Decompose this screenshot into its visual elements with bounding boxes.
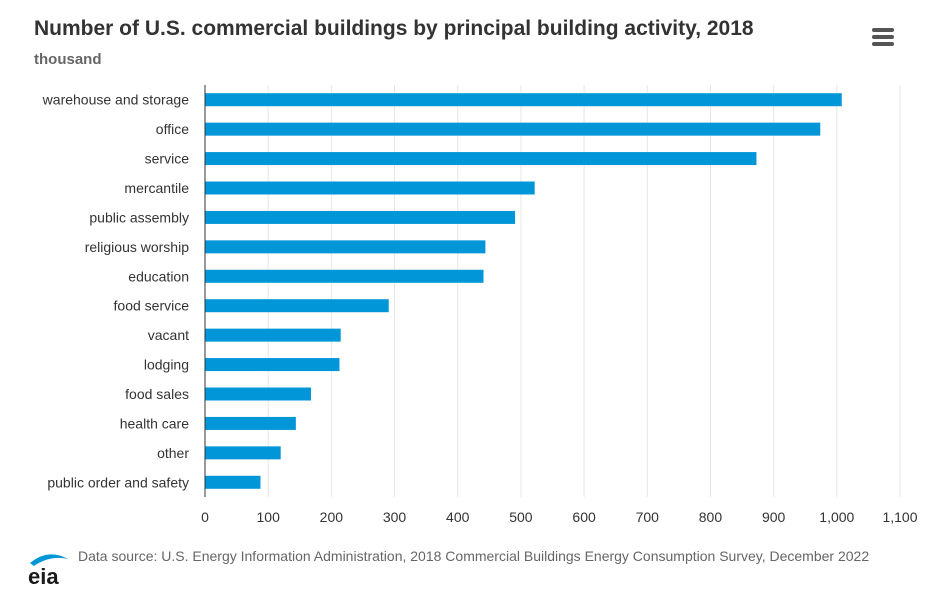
bar[interactable] xyxy=(205,299,389,313)
category-label: food service xyxy=(114,298,190,314)
bar[interactable] xyxy=(205,328,341,342)
bar[interactable] xyxy=(205,240,486,254)
chart-subtitle: thousand xyxy=(34,51,102,68)
x-tick-label: 800 xyxy=(699,509,723,525)
bar[interactable] xyxy=(205,387,312,401)
hamburger-menu-icon[interactable] xyxy=(870,26,896,46)
category-label: vacant xyxy=(148,327,189,343)
category-label: mercantile xyxy=(124,180,189,196)
x-tick-label: 100 xyxy=(257,509,281,525)
category-label: service xyxy=(145,151,190,167)
bar-chart: warehouse and storage office service mercan… xyxy=(42,85,918,525)
category-label: food sales xyxy=(125,386,189,402)
bar[interactable] xyxy=(205,269,484,283)
bar[interactable] xyxy=(205,210,516,224)
x-tick-label: 900 xyxy=(762,509,786,525)
category-label: office xyxy=(156,121,189,137)
category-label: public order and safety xyxy=(47,474,189,490)
category-label: public assembly xyxy=(89,209,189,225)
bar[interactable] xyxy=(205,475,261,489)
data-source-note: Data source: U.S. Energy Information Adm… xyxy=(78,548,870,564)
category-label: religious worship xyxy=(85,239,189,255)
category-label: lodging xyxy=(144,357,189,373)
logo-text: eia xyxy=(28,564,59,588)
category-label: warehouse and storage xyxy=(42,92,190,108)
category-label: education xyxy=(128,268,189,284)
x-tick-label: 700 xyxy=(636,509,660,525)
category-label: health care xyxy=(120,415,189,431)
bar[interactable] xyxy=(205,358,340,372)
bar[interactable] xyxy=(205,152,757,166)
bar[interactable] xyxy=(205,93,842,107)
bar[interactable] xyxy=(205,181,535,195)
x-tick-label: 600 xyxy=(572,509,596,525)
bar[interactable] xyxy=(205,446,281,460)
x-tick-label: 300 xyxy=(383,509,407,525)
x-tick-label: 200 xyxy=(320,509,344,525)
x-tick-label: 1,000 xyxy=(819,509,854,525)
x-tick-label: 0 xyxy=(201,509,209,525)
bar[interactable] xyxy=(205,416,296,430)
eia-logo[interactable]: eia xyxy=(26,550,72,588)
category-label: other xyxy=(157,445,189,461)
x-tick-label: 500 xyxy=(509,509,533,525)
chart-title: Number of U.S. commercial buildings by p… xyxy=(34,17,754,40)
x-tick-label: 400 xyxy=(446,509,470,525)
bar[interactable] xyxy=(205,122,821,136)
x-tick-label: 1,100 xyxy=(882,509,917,525)
